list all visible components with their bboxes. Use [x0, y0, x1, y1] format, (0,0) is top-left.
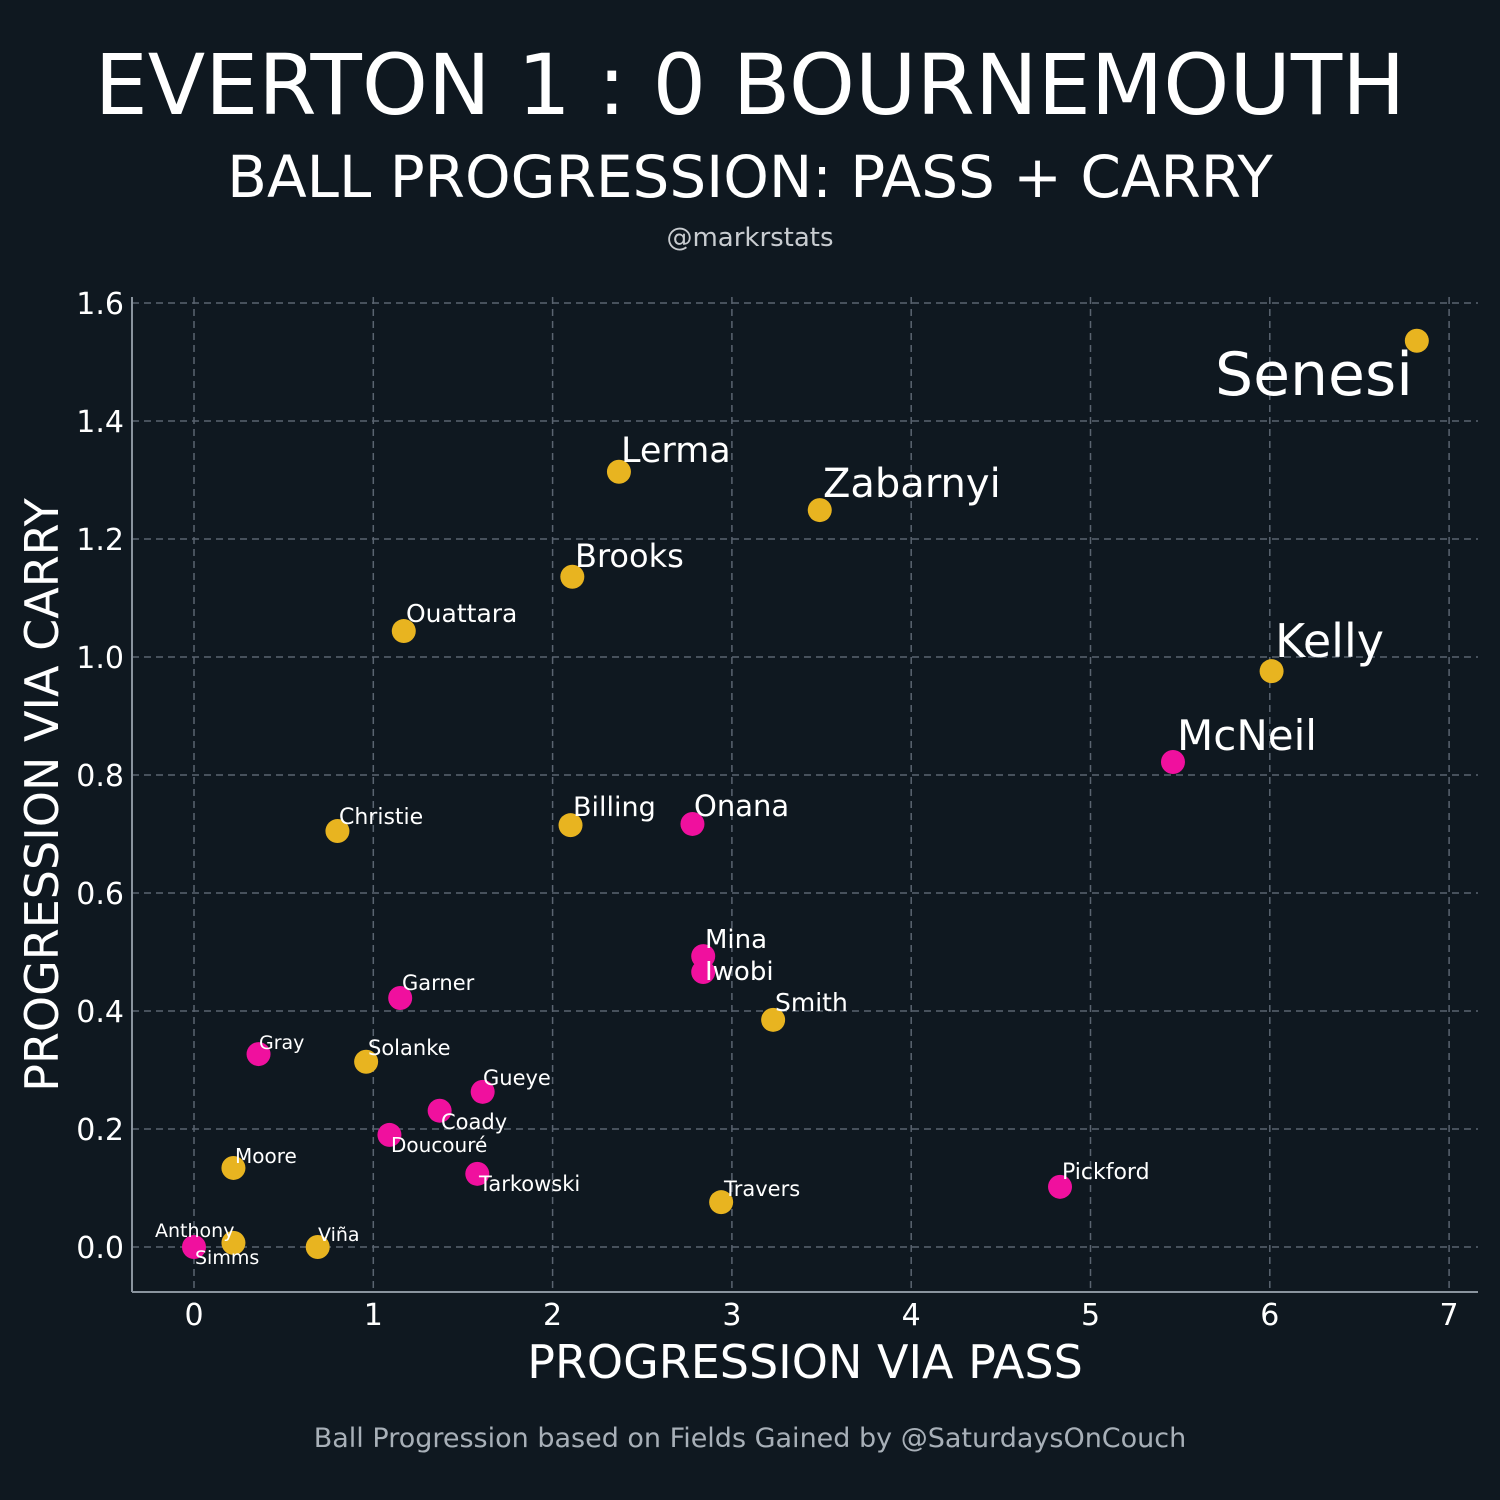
data-points [182, 328, 1429, 1259]
data-point-brooks [560, 564, 585, 589]
data-point-viña [305, 1235, 330, 1259]
chart-title: EVERTON 1 : 0 BOURNEMOUTH [95, 36, 1406, 134]
x-axis-label: PROGRESSION VIA PASS [527, 1335, 1083, 1389]
data-point-zabarnyi [807, 498, 832, 523]
point-label: Onana [694, 789, 789, 823]
grid [132, 297, 1478, 1292]
point-label: Viña [318, 1224, 360, 1246]
data-point-pickford [1048, 1174, 1073, 1199]
point-label: Coady [441, 1110, 507, 1134]
point-label: Ouattara [406, 599, 517, 628]
data-point-tarkowski [465, 1161, 490, 1186]
x-tick-label: 6 [1260, 1298, 1279, 1333]
y-tick-label: 1.6 [76, 287, 124, 322]
point-label: Billing [573, 792, 656, 823]
data-point-solanke [354, 1049, 379, 1074]
y-tick-label: 0.4 [76, 995, 124, 1030]
data-point-anthony [182, 1235, 206, 1259]
x-tick-label: 0 [184, 1298, 203, 1333]
point-label: Iwobi [705, 957, 774, 987]
y-axis-label: PROGRESSION VIA CARRY [15, 497, 69, 1091]
data-point-gueye [470, 1079, 495, 1104]
point-label: Zabarnyi [823, 461, 1001, 507]
data-point-lerma [606, 459, 631, 484]
data-point-billing [558, 813, 583, 838]
point-label: Simms [195, 1247, 259, 1269]
y-tick-label: 1.4 [76, 405, 124, 440]
tick-labels: 0 1 2 3 4 5 6 7 0.0 0.2 0.4 0.6 0.8 1.0 1.2 1.4 1.6 [76, 287, 1458, 1333]
point-label: Tarkowski [478, 1172, 580, 1196]
data-point-garner [388, 986, 413, 1011]
point-label: Smith [775, 988, 848, 1017]
point-labels: Senesi Lerma Zabarnyi Brooks Ouattara Kelly Ch… [155, 340, 1413, 1269]
point-label: Travers [723, 1177, 800, 1201]
data-point-travers [709, 1190, 734, 1215]
x-tick-label: 7 [1440, 1298, 1459, 1333]
point-label: Senesi [1215, 340, 1413, 410]
data-point-mcneil [1160, 750, 1185, 775]
footer-caption: Ball Progression based on Fields Gained … [314, 1423, 1187, 1454]
y-tick-label: 1.0 [76, 641, 124, 676]
point-label: Moore [235, 1144, 297, 1168]
point-label: Doucouré [391, 1133, 487, 1157]
data-point-kelly [1259, 659, 1284, 684]
x-tick-label: 2 [543, 1298, 562, 1333]
point-label: Brooks [575, 537, 684, 575]
y-tick-label: 0.0 [76, 1231, 124, 1266]
data-point-simms [221, 1230, 246, 1255]
point-label: Kelly [1275, 614, 1384, 668]
data-point-iwobi [691, 960, 716, 985]
point-label: Gray [259, 1032, 304, 1054]
data-point-coady [427, 1098, 452, 1123]
data-point-senesi [1404, 328, 1429, 353]
x-tick-label: 5 [1081, 1298, 1100, 1333]
y-tick-label: 0.2 [76, 1113, 124, 1148]
data-point-gray [246, 1042, 271, 1067]
data-point-ouattara [391, 619, 416, 644]
data-point-moore [221, 1155, 246, 1180]
y-tick-label: 0.6 [76, 877, 124, 912]
data-point-onana [680, 811, 705, 836]
x-tick-label: 3 [722, 1298, 741, 1333]
data-point-smith [761, 1007, 786, 1032]
point-label: Gueye [483, 1066, 551, 1090]
chart-subtitle: BALL PROGRESSION: PASS + CARRY [227, 143, 1273, 211]
author-handle: @markrstats [666, 223, 833, 253]
point-label: McNeil [1177, 711, 1317, 760]
point-label: Mina [705, 925, 767, 955]
point-label: Solanke [368, 1036, 451, 1060]
point-label: Anthony [155, 1220, 234, 1242]
point-label: Lerma [621, 431, 731, 471]
axes [131, 297, 1478, 1293]
y-tick-label: 1.2 [76, 523, 124, 558]
x-tick-label: 4 [902, 1298, 921, 1333]
point-label: Pickford [1062, 1160, 1150, 1185]
x-tick-label: 1 [364, 1298, 383, 1333]
y-tick-label: 0.8 [76, 759, 124, 794]
data-point-doucouré [377, 1122, 402, 1147]
point-label: Christie [339, 805, 423, 830]
data-point-christie [325, 819, 350, 844]
point-label: Garner [402, 971, 475, 995]
